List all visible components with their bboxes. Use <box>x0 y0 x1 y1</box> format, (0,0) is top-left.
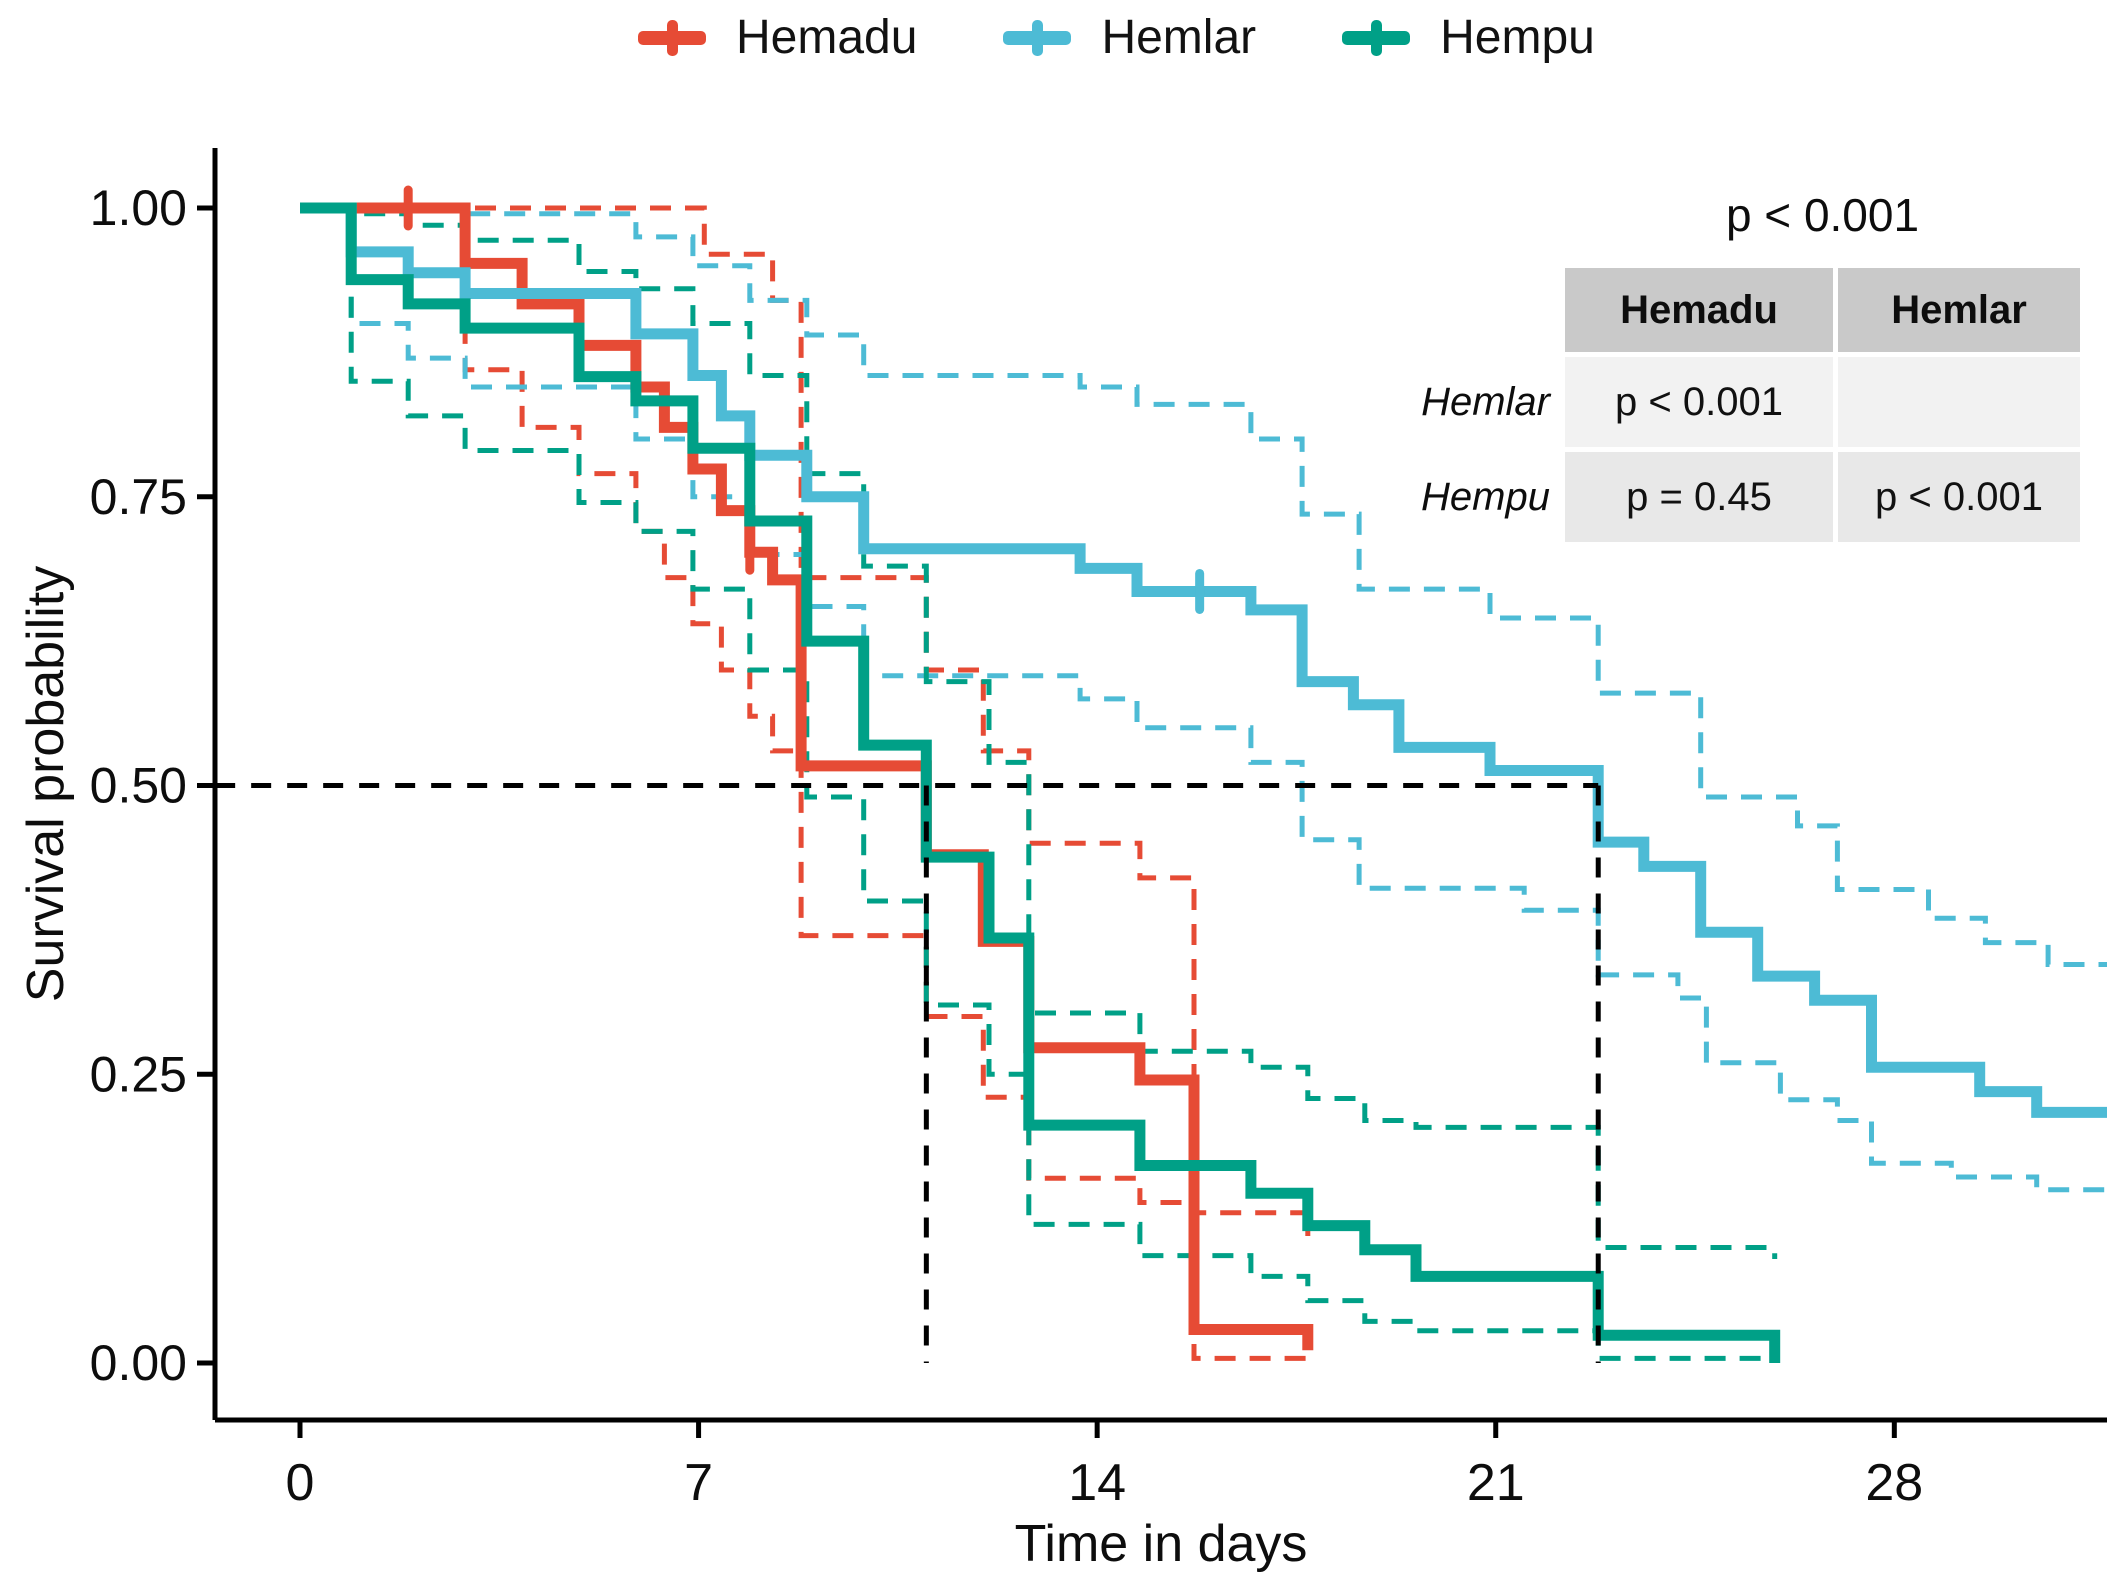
censor-plus-icon <box>638 20 706 56</box>
legend-label: Hemadu <box>736 11 918 64</box>
x-tick-label: 28 <box>1865 1454 1923 1512</box>
x-tick-label: 7 <box>684 1454 713 1512</box>
ci-band-hempu <box>300 205 1778 1259</box>
survival-curve-hempu <box>300 202 1781 1363</box>
ci-band-hempu <box>300 205 1778 1361</box>
global-pvalue: p < 0.001 <box>1725 189 1920 241</box>
y-tick-label: 0.75 <box>90 469 187 525</box>
y-tick-label: 0.50 <box>90 758 187 814</box>
table-cell-hemlar-vs-hemlar <box>1838 357 2080 447</box>
table-cell-hempu-vs-hemlar: p < 0.001 <box>1838 452 2080 542</box>
y-axis-title: Survival probability <box>17 565 75 1003</box>
censor-plus-icon <box>1342 20 1411 56</box>
x-tick-label: 14 <box>1068 1454 1126 1512</box>
table-col-header: Hemadu <box>1565 268 1833 352</box>
table-corner-cell <box>1398 268 1560 352</box>
table-row-label: Hemlar <box>1421 379 1550 424</box>
ci-band-hemadu <box>300 205 1311 1361</box>
y-tick-label: 1.00 <box>90 180 187 236</box>
legend-item-hemlar: Hemlar <box>1003 14 1256 62</box>
censor-plus-icon <box>1003 20 1072 56</box>
y-tick-label: 0.00 <box>90 1335 187 1391</box>
legend-label: Hempu <box>1440 11 1595 64</box>
ci-band-hemlar <box>300 205 2107 967</box>
table-cell-hempu-vs-hemadu: p = 0.45 <box>1565 452 1833 542</box>
legend: Hemadu Hemlar Hempu <box>638 14 1595 62</box>
x-axis-title: Time in days <box>1014 1515 1308 1573</box>
ci-band-hemlar <box>300 205 2107 1193</box>
pairwise-table: Hemadu Hemlar Hemlar p < 0.001 Hempu p =… <box>1398 268 2080 542</box>
x-tick-label: 21 <box>1467 1454 1525 1512</box>
table-col-header: Hemlar <box>1838 268 2080 352</box>
legend-item-hempu: Hempu <box>1342 14 1595 62</box>
survival-curve-hemlar <box>300 202 2107 1118</box>
table-row-label: Hempu <box>1421 474 1550 519</box>
survival-curve-hemadu <box>300 202 1314 1351</box>
y-tick-label: 0.25 <box>90 1046 187 1102</box>
x-tick-label: 0 <box>286 1454 315 1512</box>
table-cell-hemlar-vs-hemadu: p < 0.001 <box>1565 357 1833 447</box>
legend-item-hemadu: Hemadu <box>638 14 917 62</box>
legend-label: Hemlar <box>1101 11 1257 64</box>
